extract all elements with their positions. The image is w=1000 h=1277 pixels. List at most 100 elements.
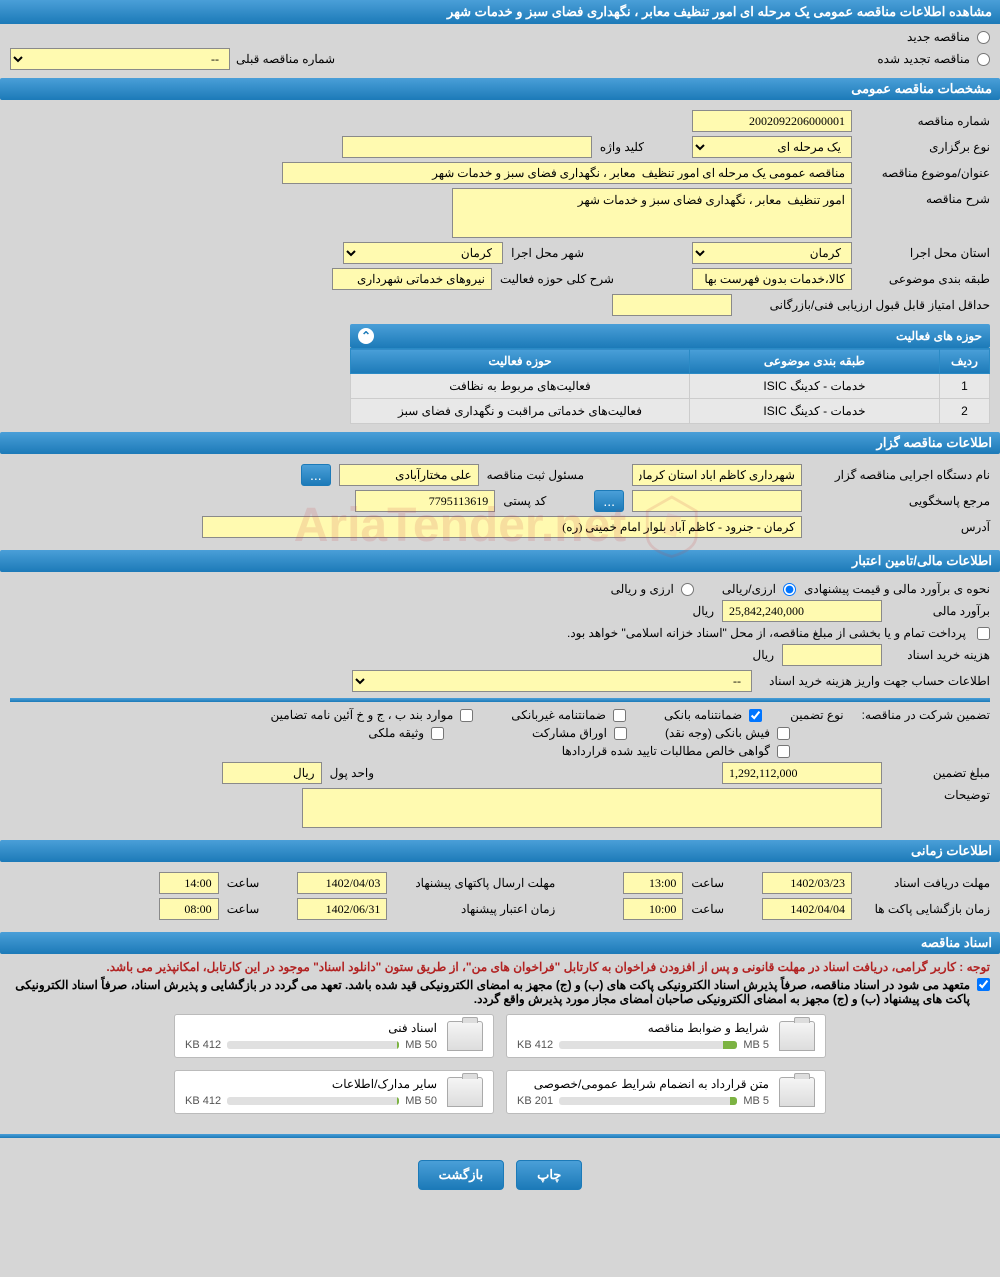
- input-doc-date[interactable]: [762, 872, 852, 894]
- input-open-time[interactable]: [623, 898, 683, 920]
- label-estimate: برآورد مالی: [890, 604, 990, 618]
- activities-table: ردیف طبقه بندی موضوعی حوزه فعالیت 1 خدما…: [350, 348, 990, 424]
- input-keyword[interactable]: [342, 136, 592, 158]
- folder-icon: [779, 1077, 815, 1107]
- btn-contact-more[interactable]: ...: [594, 490, 624, 512]
- input-registrar[interactable]: [339, 464, 479, 486]
- label-address: آدرس: [810, 520, 990, 534]
- select-type[interactable]: یک مرحله ای: [692, 136, 852, 158]
- tender-type-radios: مناقصه جدید مناقصه تجدید شده شماره مناقص…: [10, 30, 990, 70]
- label-prev-no: شماره مناقصه قبلی: [236, 52, 335, 66]
- folder-icon: [447, 1077, 483, 1107]
- input-tender-no[interactable]: [692, 110, 852, 132]
- input-gamount[interactable]: [722, 762, 882, 784]
- btn-more[interactable]: ...: [301, 464, 331, 486]
- check-consent[interactable]: [977, 978, 990, 991]
- file-grid: شرایط و ضوابط مناقصه 5 MB 412 KB اسناد ف…: [10, 1006, 990, 1122]
- label-rial1: ریال: [692, 604, 714, 618]
- input-estimate[interactable]: [722, 600, 882, 622]
- input-contact[interactable]: [632, 490, 802, 512]
- section-financial: اطلاعات مالی/تامین اعتبار: [0, 550, 1000, 572]
- file-box[interactable]: متن قرارداد به انضمام شرایط عمومی/خصوصی …: [506, 1070, 826, 1114]
- label-gtype: نوع تضمین: [790, 708, 843, 722]
- check-g3[interactable]: [460, 709, 473, 722]
- page-title-bar: مشاهده اطلاعات مناقصه عمومی یک مرحله ای …: [0, 0, 1000, 24]
- input-holder-name[interactable]: [632, 464, 802, 486]
- check-g7[interactable]: [777, 745, 790, 758]
- label-title: عنوان/موضوع مناقصه: [860, 166, 990, 180]
- label-tender-no: شماره مناقصه: [860, 114, 990, 128]
- radio-renewed-tender[interactable]: [977, 53, 990, 66]
- input-activity[interactable]: [332, 268, 492, 290]
- label-postal: کد پستی: [503, 494, 546, 508]
- section-general: مشخصات مناقصه عمومی: [0, 78, 1000, 100]
- label-min-score: حداقل امتیاز قابل قبول ارزیابی فنی/بازرگ…: [740, 298, 990, 312]
- file-title: اسناد فنی: [185, 1021, 437, 1035]
- label-hour3: ساعت: [691, 902, 724, 916]
- section-documents: اسناد مناقصه: [0, 932, 1000, 954]
- input-address[interactable]: [202, 516, 802, 538]
- label-new-tender: مناقصه جدید: [907, 30, 970, 44]
- input-valid-date[interactable]: [297, 898, 387, 920]
- input-unit[interactable]: [222, 762, 322, 784]
- th-row: ردیف: [940, 349, 990, 374]
- collapse-icon[interactable]: ⌃: [358, 328, 374, 344]
- input-open-date[interactable]: [762, 898, 852, 920]
- label-renewed-tender: مناقصه تجدید شده: [877, 52, 970, 66]
- label-keyword: کلید واژه: [600, 140, 644, 154]
- check-g2[interactable]: [613, 709, 626, 722]
- label-notes: توضیحات: [890, 788, 990, 802]
- textarea-desc[interactable]: [452, 188, 852, 238]
- select-account[interactable]: --: [352, 670, 752, 692]
- label-gamount: مبلغ تضمین: [890, 766, 990, 780]
- check-g5[interactable]: [614, 727, 627, 740]
- textarea-notes[interactable]: [302, 788, 882, 828]
- label-opening: زمان بازگشایی پاکت ها: [860, 902, 990, 916]
- label-rial2: ریال: [752, 648, 774, 662]
- folder-icon: [447, 1021, 483, 1051]
- select-city[interactable]: کرمان: [343, 242, 503, 264]
- check-g1[interactable]: [749, 709, 762, 722]
- input-min-score[interactable]: [612, 294, 732, 316]
- check-g4[interactable]: [777, 727, 790, 740]
- select-prev-tender[interactable]: --: [10, 48, 230, 70]
- check-g6[interactable]: [431, 727, 444, 740]
- input-valid-time[interactable]: [159, 898, 219, 920]
- label-treasury: پرداخت تمام و یا بخشی از مبلغ مناقصه، از…: [567, 626, 966, 640]
- back-button[interactable]: بازگشت: [418, 1160, 504, 1190]
- th-act: حوزه فعالیت: [351, 349, 690, 374]
- check-treasury[interactable]: [977, 627, 990, 640]
- label-activity: شرح کلی حوزه فعالیت: [500, 272, 614, 286]
- label-doc-fee: هزینه خرید اسناد: [890, 648, 990, 662]
- file-title: متن قرارداد به انضمام شرایط عمومی/خصوصی: [517, 1077, 769, 1091]
- label-province: استان محل اجرا: [860, 246, 990, 260]
- label-category: طبقه بندی موضوعی: [860, 272, 990, 286]
- file-box[interactable]: شرایط و ضوابط مناقصه 5 MB 412 KB: [506, 1014, 826, 1058]
- activities-table-title: حوزه های فعالیت ⌃: [350, 324, 990, 348]
- label-hour1: ساعت: [691, 876, 724, 890]
- doc-note2: متعهد می شود در اسناد مناقصه، صرفاً پذیر…: [10, 978, 970, 1006]
- input-title[interactable]: [282, 162, 852, 184]
- label-validity: زمان اعتبار پیشنهاد: [395, 902, 555, 916]
- section-holder: اطلاعات مناقصه گزار: [0, 432, 1000, 454]
- input-category[interactable]: [692, 268, 852, 290]
- table-row: 2 خدمات - کدینگ ISIC فعالیت‌های خدماتی م…: [351, 399, 990, 424]
- input-postal[interactable]: [355, 490, 495, 512]
- page-title: مشاهده اطلاعات مناقصه عمومی یک مرحله ای …: [447, 4, 992, 19]
- input-doc-time[interactable]: [623, 872, 683, 894]
- label-proposal: مهلت ارسال پاکتهای پیشنهاد: [395, 876, 555, 890]
- file-box[interactable]: اسناد فنی 50 MB 412 KB: [174, 1014, 494, 1058]
- select-province[interactable]: کرمان: [692, 242, 852, 264]
- input-prop-date[interactable]: [297, 872, 387, 894]
- input-doc-fee[interactable]: [782, 644, 882, 666]
- input-prop-time[interactable]: [159, 872, 219, 894]
- radio-rial[interactable]: [783, 583, 796, 596]
- label-contact: مرجع پاسخگویی: [810, 494, 990, 508]
- radio-new-tender[interactable]: [977, 31, 990, 44]
- print-button[interactable]: چاپ: [516, 1160, 582, 1190]
- file-box[interactable]: سایر مدارک/اطلاعات 50 MB 412 KB: [174, 1070, 494, 1114]
- label-unit: واحد پول: [330, 766, 374, 780]
- radio-currency[interactable]: [681, 583, 694, 596]
- label-holder-name: نام دستگاه اجرایی مناقصه گزار: [810, 468, 990, 482]
- file-title: سایر مدارک/اطلاعات: [185, 1077, 437, 1091]
